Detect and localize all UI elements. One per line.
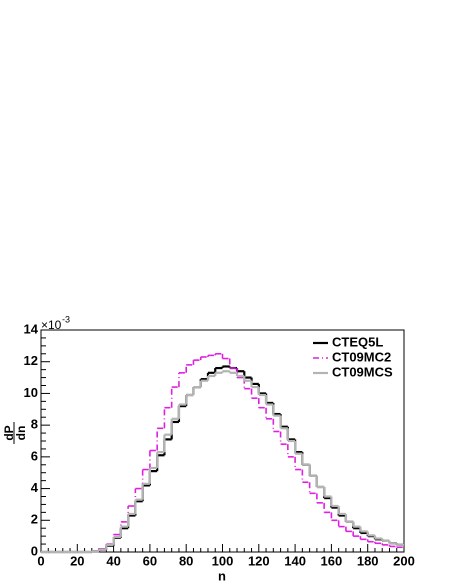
x-tick-label: 140 [284,553,306,568]
legend-label: CTEQ5L [332,334,383,349]
x-tick-label: 120 [248,553,270,568]
x-tick-label: 80 [179,553,193,568]
y-tick-label: 4 [31,480,39,495]
x-tick-label: 20 [70,553,84,568]
y-axis-label-denominator: dn [14,426,28,441]
multiplier-exponent: -3 [62,314,70,324]
x-tick-label: 0 [37,553,44,568]
y-axis-label-numerator: dP [2,425,16,440]
y-tick-label: 10 [24,385,38,400]
x-tick-label: 180 [357,553,379,568]
y-tick-label: 2 [31,512,38,527]
y-tick-label: 0 [31,543,38,558]
legend-label: CT09MCS [332,364,393,379]
y-tick-label: 8 [31,417,38,432]
x-axis-label: n [218,568,226,583]
x-tick-label: 200 [393,553,415,568]
x-tick-label: 160 [321,553,343,568]
x-tick-label: 100 [212,553,234,568]
y-tick-label: 14 [24,321,39,336]
x-tick-label: 60 [143,553,157,568]
y-tick-label: 6 [31,448,38,463]
x-tick-label: 40 [106,553,120,568]
multiplier: ×10 [41,318,62,332]
legend-label: CT09MC2 [332,349,391,364]
y-tick-label: 12 [24,353,38,368]
